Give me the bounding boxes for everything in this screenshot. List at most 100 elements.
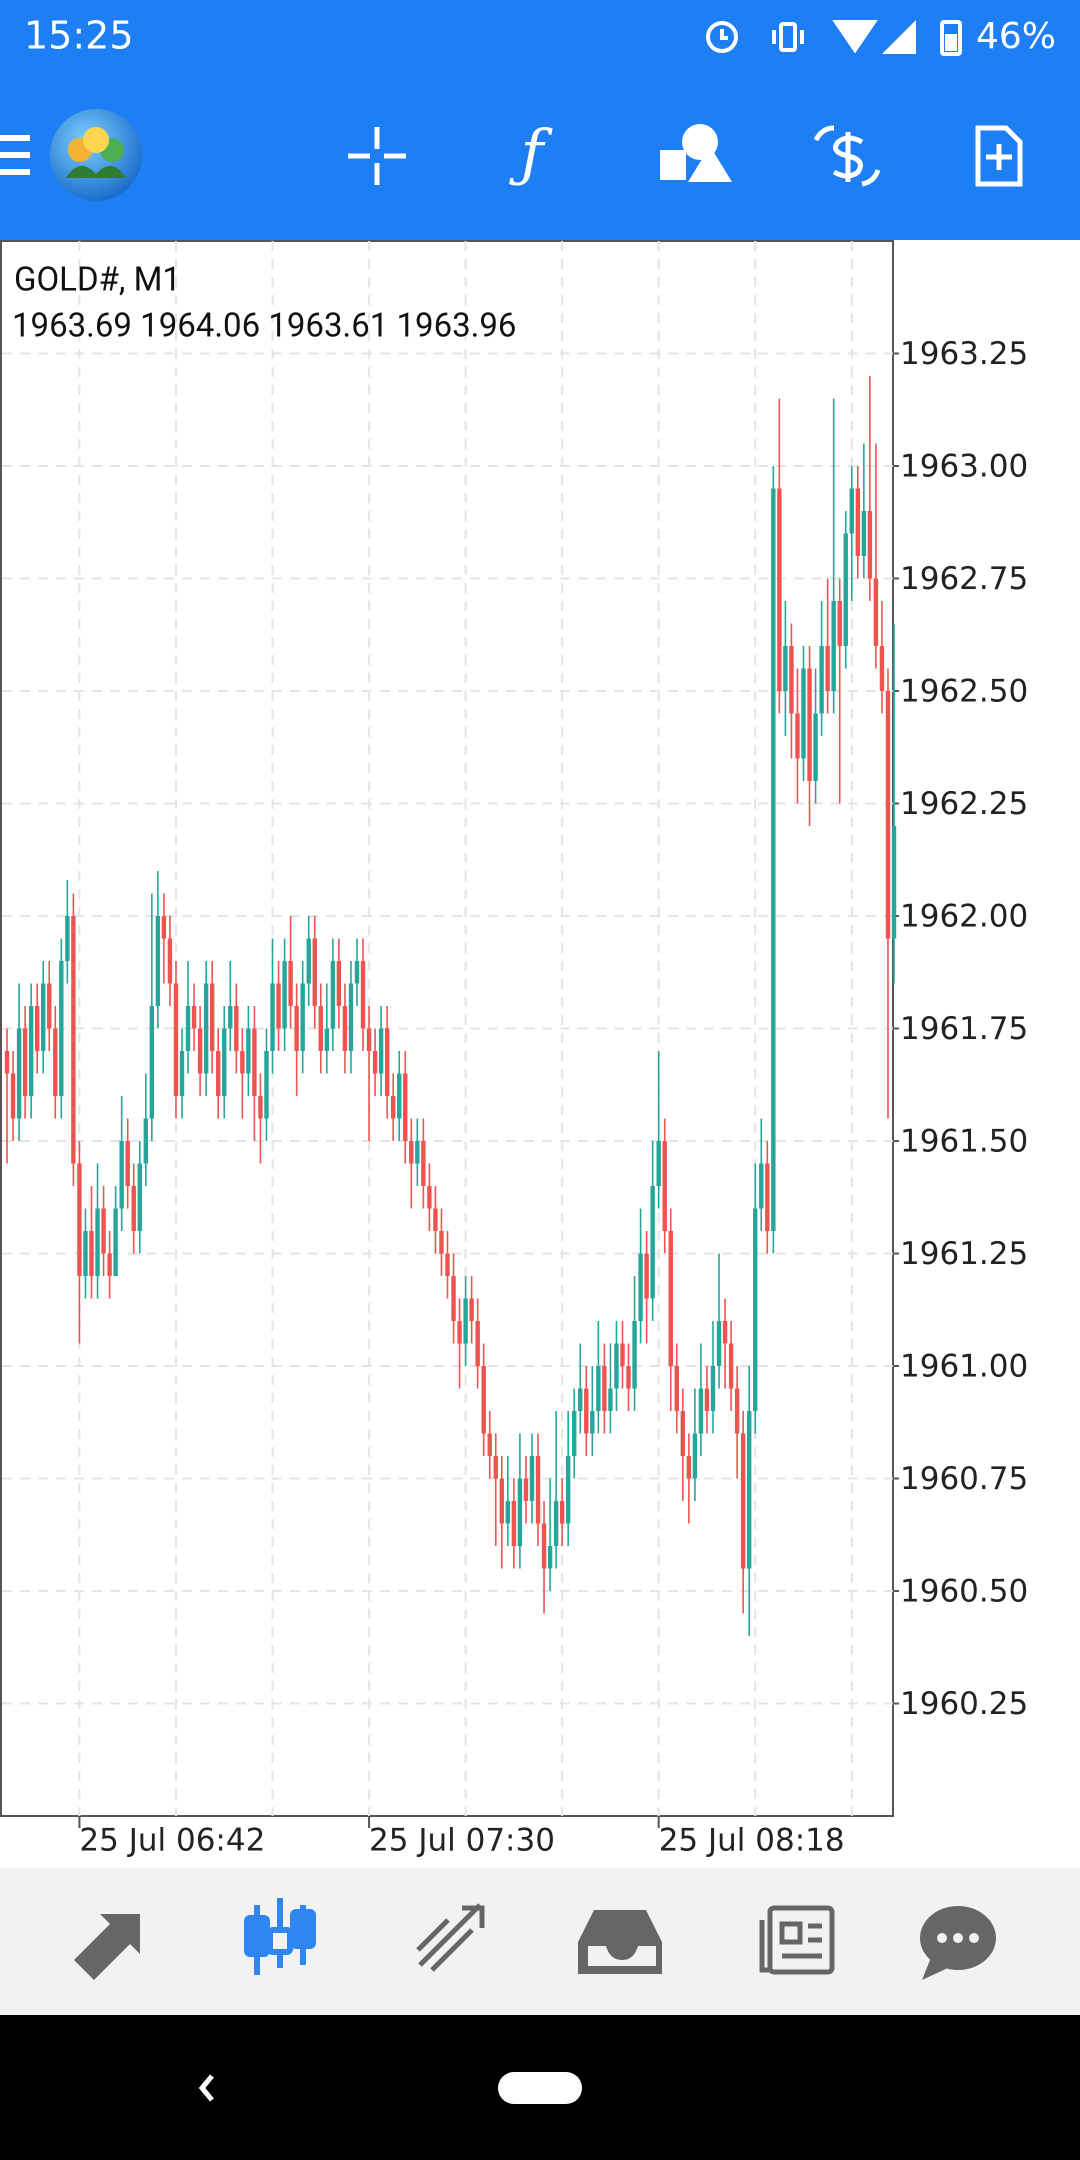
- candle-body: [390, 1096, 396, 1119]
- candle-body: [439, 1231, 444, 1254]
- candle-body: [656, 1141, 661, 1186]
- candle-body: [596, 1366, 601, 1411]
- candle-body: [10, 1073, 16, 1119]
- trade-tab[interactable]: [416, 1903, 485, 1972]
- candle-body: [348, 983, 354, 1051]
- chat-tab[interactable]: [920, 1906, 996, 1980]
- candle-body: [372, 1051, 378, 1074]
- chart-tab[interactable]: [244, 1898, 316, 1975]
- candle-body: [203, 983, 209, 1074]
- history-tab[interactable]: [578, 1910, 662, 1974]
- candle-body: [765, 1163, 770, 1231]
- candle-body: [403, 1073, 408, 1141]
- candle-body: [463, 1298, 468, 1344]
- back-button[interactable]: [198, 2074, 214, 2102]
- candle-body: [240, 1051, 245, 1074]
- candle-body: [704, 1388, 710, 1411]
- candle-body: [306, 938, 311, 984]
- candle-body: [113, 1208, 118, 1276]
- candle-body: [427, 1186, 432, 1209]
- app-logo[interactable]: [50, 109, 142, 201]
- home-button[interactable]: [498, 2072, 582, 2104]
- status-icons: [706, 20, 962, 56]
- objects-button[interactable]: [660, 124, 732, 182]
- candle-body: [384, 1028, 390, 1096]
- candle-body: [216, 1051, 221, 1096]
- candle-body: [505, 1501, 511, 1524]
- candle-body: [125, 1141, 130, 1186]
- candle-body: [578, 1388, 583, 1411]
- candle-body: [855, 488, 861, 556]
- candle-body: [191, 1006, 197, 1029]
- candle-body: [300, 983, 305, 1051]
- candle-body: [662, 1141, 667, 1231]
- candle-body: [197, 1028, 203, 1074]
- candle-body: [89, 1231, 94, 1276]
- trade-button[interactable]: [813, 125, 881, 187]
- candle-body: [572, 1411, 577, 1456]
- candle-body: [22, 1028, 28, 1096]
- y-tick-label: 1961.00: [900, 1349, 1028, 1385]
- y-tick-label: 1961.25: [900, 1236, 1028, 1272]
- candle-body: [276, 983, 281, 1029]
- candle-body: [541, 1523, 547, 1569]
- candle-body: [843, 533, 848, 646]
- menu-button[interactable]: [0, 135, 30, 175]
- crosshair-button[interactable]: [348, 127, 406, 185]
- candle-body: [783, 646, 788, 691]
- candle-body: [185, 1006, 191, 1051]
- candle-body: [167, 938, 173, 984]
- candle-body: [547, 1546, 553, 1569]
- candle-body: [209, 983, 215, 1051]
- candle-body: [71, 916, 76, 1164]
- candle-body: [565, 1456, 571, 1524]
- candle-body: [137, 1163, 142, 1231]
- candle-body: [445, 1253, 450, 1276]
- y-tick-label: 1962.75: [900, 561, 1028, 597]
- candle-body: [312, 938, 317, 1006]
- candle-body: [795, 713, 800, 759]
- candle-body: [330, 961, 336, 1029]
- candle-body: [891, 826, 897, 939]
- candle-body: [602, 1366, 607, 1411]
- candle-body: [481, 1366, 486, 1434]
- candle-body: [873, 578, 879, 646]
- candle-body: [433, 1208, 438, 1231]
- candle-body: [716, 1321, 722, 1366]
- candle-body: [294, 1006, 299, 1051]
- candle-body: [517, 1478, 523, 1546]
- candle-body: [499, 1478, 505, 1524]
- y-tick-label: 1963.25: [900, 336, 1028, 372]
- candle-body: [270, 983, 275, 1051]
- candle-body: [734, 1388, 740, 1434]
- news-tab[interactable]: [759, 1905, 835, 1975]
- candle-body: [777, 488, 782, 691]
- candle-body: [801, 668, 806, 759]
- y-tick-label: 1962.50: [900, 674, 1028, 710]
- candle-body: [83, 1231, 88, 1276]
- quotes-tab[interactable]: [74, 1914, 140, 1980]
- candle-body: [728, 1343, 734, 1389]
- y-tick-label: 1960.25: [900, 1686, 1028, 1722]
- candle-body: [409, 1141, 414, 1164]
- candle-body: [487, 1433, 492, 1456]
- candle-body: [825, 646, 830, 691]
- candle-body: [807, 668, 812, 781]
- candle-body: [179, 1051, 185, 1096]
- candle-body: [710, 1366, 716, 1411]
- candle-body: [626, 1366, 631, 1389]
- x-tick-label: 25 Jul 07:30: [369, 1823, 555, 1859]
- chart-quote: 1963.69 1964.06 1963.61 1963.96: [12, 307, 516, 346]
- new-order-button[interactable]: [975, 125, 1023, 187]
- candle-body: [722, 1321, 728, 1344]
- candle-body: [336, 961, 342, 1006]
- candle-body: [59, 961, 64, 1096]
- candle-body: [614, 1343, 619, 1389]
- status-time: 15:25: [24, 14, 134, 58]
- candle-body: [228, 1006, 233, 1029]
- candle-body: [288, 961, 293, 1006]
- candle-body: [41, 983, 46, 1051]
- candle-body: [360, 961, 366, 1029]
